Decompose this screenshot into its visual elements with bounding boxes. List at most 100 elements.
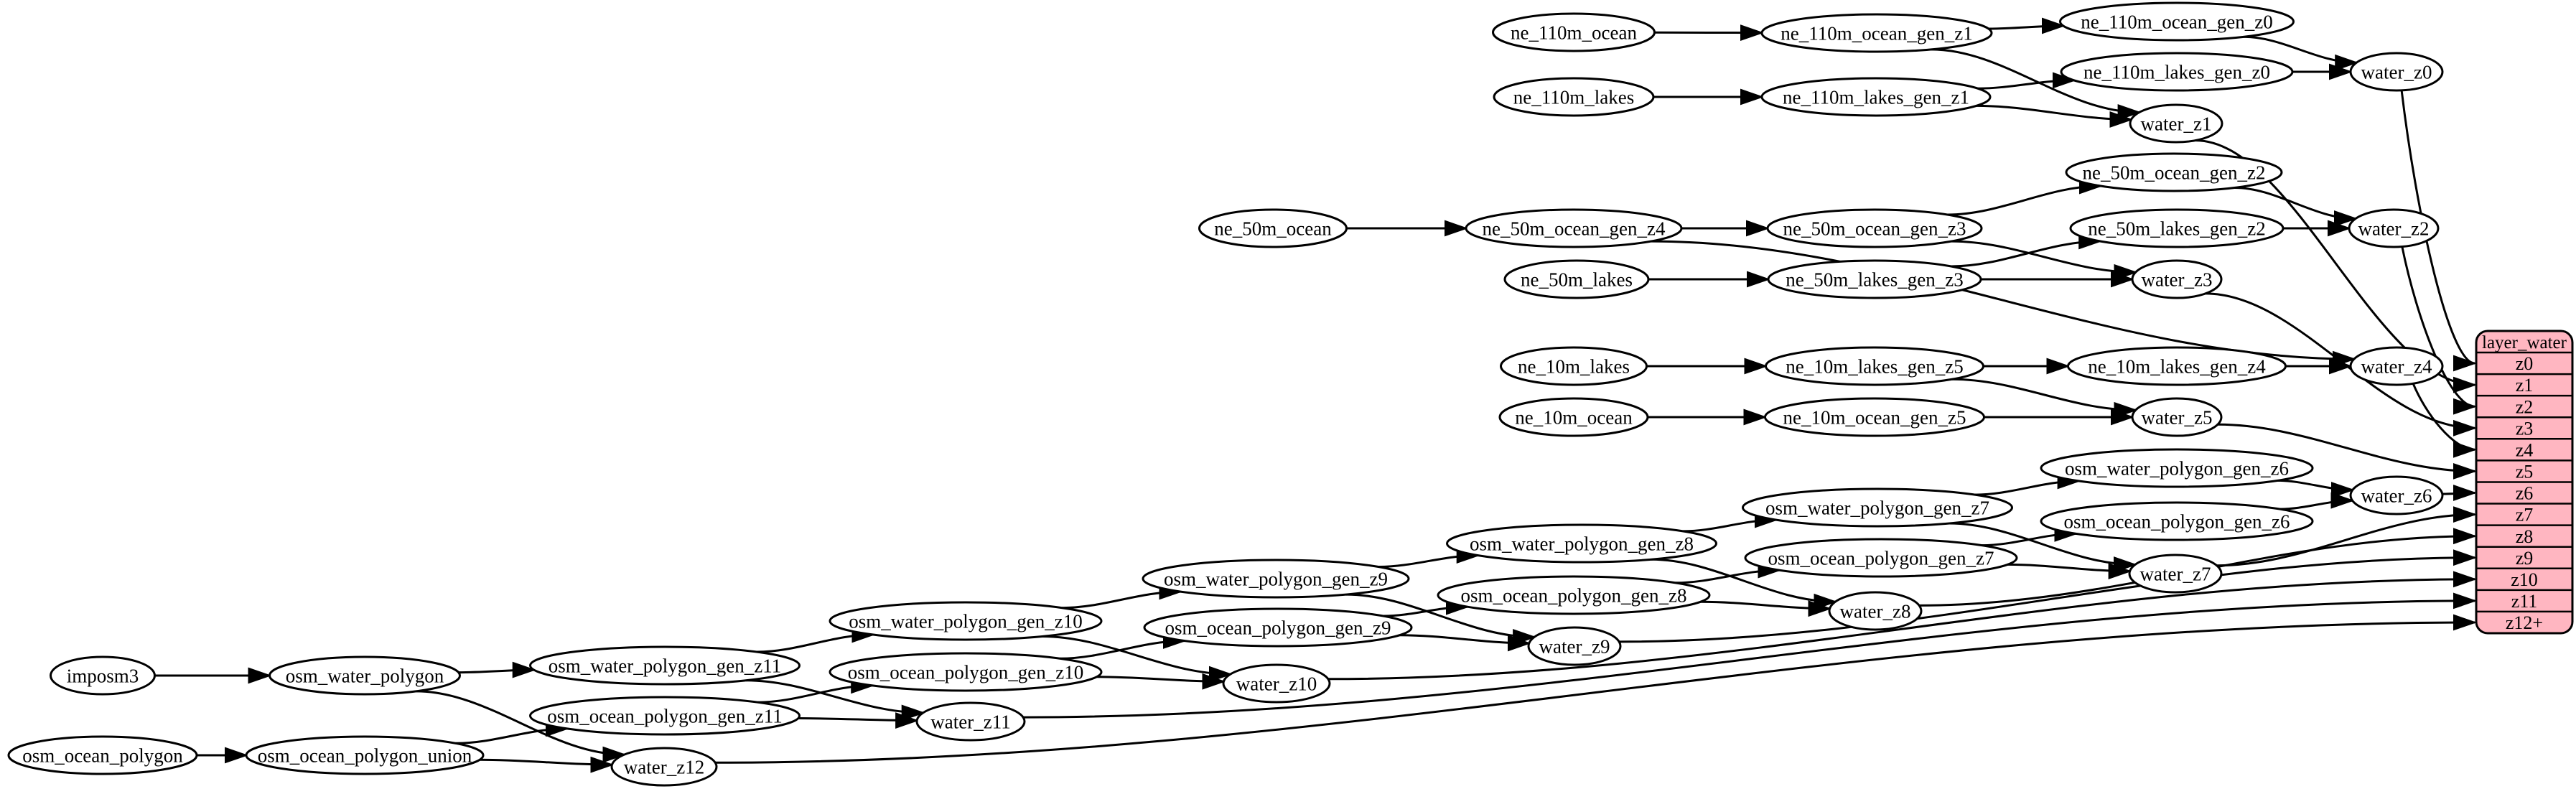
edge-osm_water_polygon_gen_z10-to-osm_water_polygon_gen_z9 — [1062, 583, 1183, 610]
node-water_z9: water_z9 — [1527, 626, 1622, 666]
water_z0-shape — [2349, 52, 2444, 92]
ne_110m_lakes_gen_z1-label: ne_110m_lakes_gen_z1 — [1783, 86, 1969, 108]
edge-osm_ocean_polygon_gen_z10-to-osm_ocean_polygon_gen_z9 — [1060, 632, 1187, 660]
table-row-z4: z4 — [2516, 439, 2534, 460]
ne_110m_lakes_gen_z1-shape — [1760, 77, 1992, 117]
node-osm_water_polygon_gen_z11: osm_water_polygon_gen_z11 — [529, 645, 801, 686]
ne_50m_lakes-shape — [1503, 259, 1650, 299]
osm_water_polygon_gen_z10-shape — [829, 601, 1103, 641]
edge-ne_50m_ocean_gen_z2-to-water_z2 — [2234, 187, 2358, 227]
ne_50m_lakes_gen_z2-label: ne_50m_lakes_gen_z2 — [2088, 218, 2265, 239]
node-ne_110m_lakes: ne_110m_lakes — [1493, 77, 1655, 117]
ne_50m_ocean-shape — [1198, 208, 1348, 248]
ne_110m_ocean_gen_z0-label: ne_110m_ocean_gen_z0 — [2081, 11, 2272, 32]
table-row-z10: z10 — [2511, 569, 2538, 590]
ne_110m_lakes-label: ne_110m_lakes — [1513, 86, 1634, 108]
node-water_z3: water_z3 — [2131, 259, 2223, 299]
osm_ocean_polygon_gen_z6-shape — [2040, 501, 2314, 541]
osm_ocean_polygon_gen_z10-shape — [829, 652, 1103, 692]
node-ne_50m_lakes_gen_z3: ne_50m_lakes_gen_z3 — [1767, 259, 1982, 299]
node-osm_ocean_polygon: osm_ocean_polygon — [7, 735, 198, 775]
edge-water_z4-to-layer_water.z4 — [2412, 383, 2478, 458]
table-row-z8: z8 — [2516, 526, 2534, 547]
water_z1-shape — [2129, 103, 2223, 144]
water_z11-label: water_z11 — [930, 711, 1010, 732]
node-ne_10m_lakes: ne_10m_lakes — [1500, 346, 1648, 386]
water_z9-shape — [1527, 626, 1622, 666]
ne_10m_lakes-label: ne_10m_lakes — [1518, 355, 1630, 377]
edge-osm_water_polygon_gen_z9-to-osm_water_polygon_gen_z8 — [1378, 547, 1480, 568]
edge-osm_water_polygon_gen_z6-to-water_z6 — [2277, 479, 2355, 498]
edge-water_z7-to-layer_water.z7 — [2216, 506, 2478, 567]
node-ne_10m_ocean: ne_10m_ocean — [1498, 397, 1649, 437]
osm_ocean_polygon_gen_z8-shape — [1437, 575, 1711, 615]
edge-water_z12-to-layer_water.z12+ — [715, 614, 2478, 764]
water_z5-shape — [2131, 397, 2223, 437]
table-layer: layer_waterz0z1z2z3z4z5z6z7z8z9z10z11z12… — [2475, 330, 2574, 635]
edge-osm_ocean_polygon_gen_z8-to-water_z8 — [1700, 600, 1832, 617]
edge-osm_ocean_polygon_gen_z8-to-osm_ocean_polygon_gen_z7 — [1675, 561, 1782, 584]
ne_110m_ocean_gen_z1-shape — [1760, 13, 1993, 53]
ne_110m_ocean-label: ne_110m_ocean — [1511, 22, 1637, 43]
table-row-z12+: z12+ — [2506, 612, 2543, 633]
ne_10m_ocean_gen_z5-shape — [1764, 397, 1985, 437]
node-ne_110m_ocean_gen_z1: ne_110m_ocean_gen_z1 — [1760, 13, 1993, 53]
edge-water_z9-to-layer_water.z9 — [1619, 549, 2478, 643]
osm_ocean_polygon-shape — [7, 735, 198, 775]
edge-osm_water_polygon_gen_z11-to-water_z11 — [746, 679, 925, 722]
water_z12-shape — [610, 747, 718, 787]
osm_water_polygon_gen_z9-shape — [1142, 559, 1410, 599]
node-ne_110m_ocean_gen_z0: ne_110m_ocean_gen_z0 — [2059, 1, 2295, 42]
edges-layer — [154, 17, 2478, 773]
edge-osm_water_polygon-to-osm_water_polygon_gen_z11 — [458, 661, 536, 678]
table-row-z7: z7 — [2516, 505, 2534, 526]
node-water_z10: water_z10 — [1222, 663, 1331, 704]
table-row-z11: z11 — [2511, 591, 2538, 612]
node-osm_ocean_polygon_gen_z9: osm_ocean_polygon_gen_z9 — [1143, 607, 1413, 648]
node-ne_50m_ocean_gen_z2: ne_50m_ocean_gen_z2 — [2065, 152, 2283, 192]
edge-water_z2-to-layer_water.z2 — [2401, 246, 2478, 415]
imposm3-label: imposm3 — [67, 665, 139, 686]
ne_10m_lakes_gen_z5-shape — [1765, 346, 1984, 386]
node-water_z6: water_z6 — [2349, 475, 2444, 515]
edge-ne_110m_ocean_gen_z1-to-water_z1 — [1931, 48, 2142, 121]
water_z4-shape — [2349, 346, 2444, 386]
node-osm_ocean_polygon_gen_z10: osm_ocean_polygon_gen_z10 — [829, 652, 1103, 692]
edge-osm_water_polygon_gen_z7-to-water_z7 — [1949, 522, 2137, 573]
water_z7-shape — [2128, 554, 2223, 594]
imposm3-shape — [50, 655, 156, 696]
water_z5-label: water_z5 — [2142, 406, 2213, 428]
edge-osm_ocean_polygon_gen_z7-to-water_z7 — [2007, 563, 2132, 579]
ne_50m_ocean-label: ne_50m_ocean — [1214, 218, 1332, 239]
edge-water_z0-to-layer_water.z0 — [2400, 90, 2478, 372]
water_z10-shape — [1222, 663, 1331, 704]
edge-water_z6-to-layer_water.z6 — [2442, 485, 2478, 501]
table-row-z0: z0 — [2516, 353, 2534, 374]
edge-ne_50m_lakes_gen_z3-to-ne_50m_lakes_gen_z2 — [1951, 233, 2103, 268]
table-row-z6: z6 — [2516, 483, 2534, 504]
node-osm_water_polygon: osm_water_polygon — [269, 655, 461, 696]
edge-ne_110m_ocean_gen_z1-to-ne_110m_ocean_gen_z0 — [1988, 17, 2066, 34]
ne_50m_ocean_gen_z2-label: ne_50m_ocean_gen_z2 — [2083, 162, 2266, 183]
ne_110m_lakes-shape — [1493, 77, 1655, 117]
edge-ne_110m_ocean_gen_z0-to-water_z0 — [2244, 35, 2359, 71]
water_z7-label: water_z7 — [2140, 563, 2211, 584]
node-ne_50m_ocean_gen_z4: ne_50m_ocean_gen_z4 — [1465, 208, 1683, 248]
osm_water_polygon_gen_z7-shape — [1742, 487, 2013, 528]
edge-water_z5-to-layer_water.z5 — [2217, 423, 2478, 480]
water_z6-label: water_z6 — [2361, 485, 2432, 506]
osm_ocean_polygon_gen_z8-label: osm_ocean_polygon_gen_z8 — [1461, 584, 1687, 606]
ne_50m_ocean_gen_z3-label: ne_50m_ocean_gen_z3 — [1783, 218, 1966, 239]
table-row-z2: z2 — [2516, 396, 2534, 417]
water_z11-shape — [915, 701, 1026, 742]
edge-osm_water_polygon_gen_z8-to-water_z8 — [1651, 558, 1838, 610]
table-row-z9: z9 — [2516, 548, 2534, 569]
water_z2-shape — [2348, 208, 2440, 248]
edge-osm_ocean_polygon_union-to-osm_ocean_polygon_gen_z11 — [455, 720, 570, 744]
node-water_z7: water_z7 — [2128, 554, 2223, 594]
osm_ocean_polygon_gen_z9-shape — [1143, 607, 1413, 648]
node-ne_110m_ocean: ne_110m_ocean — [1492, 12, 1656, 52]
ne_10m_ocean_gen_z5-label: ne_10m_ocean_gen_z5 — [1783, 406, 1966, 428]
osm_water_polygon_gen_z8-shape — [1446, 523, 1717, 564]
